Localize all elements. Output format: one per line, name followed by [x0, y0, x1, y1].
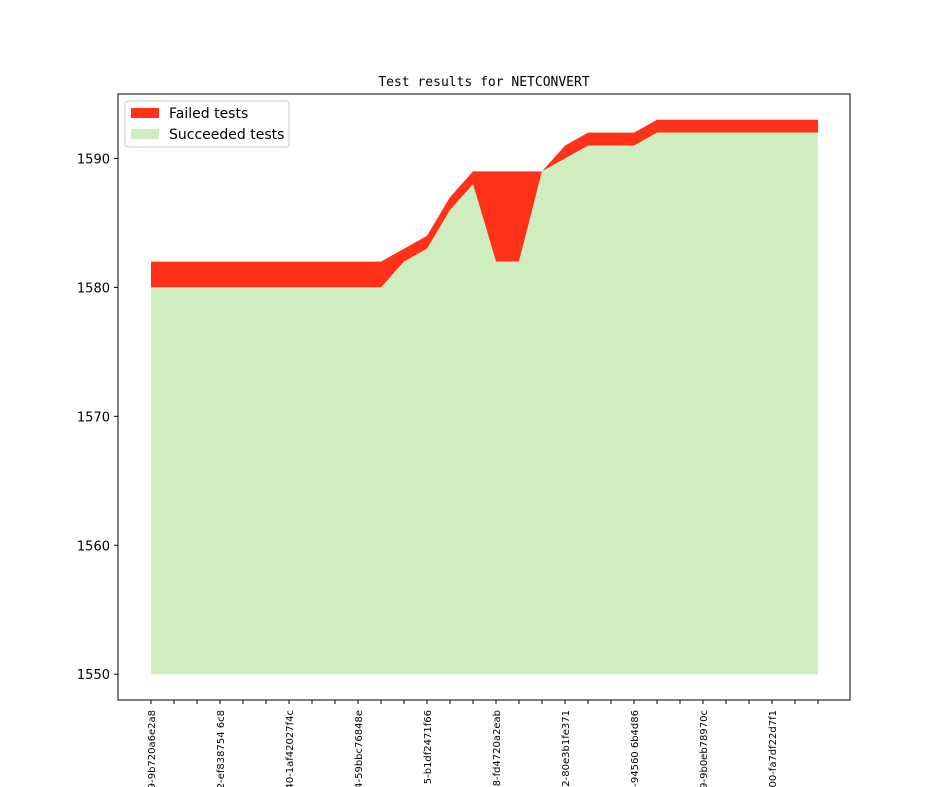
- x-tick-label: 3-94560 6b4d86: [630, 710, 641, 787]
- area-succeeded-tests: [151, 132, 818, 675]
- legend: Failed tests Succeeded tests: [124, 100, 290, 148]
- y-tick-label: 1550: [77, 668, 110, 683]
- x-tick-label: 5-b1df2471f66: [423, 710, 434, 784]
- x-tick-label: 2-80e3b1fe371: [561, 710, 572, 787]
- chart-title: Test results for NETCONVERT: [378, 75, 589, 90]
- y-axis: 1550 1560 1570 1580 1590: [77, 152, 118, 683]
- plot-areas: [151, 119, 818, 675]
- x-tick-label: 2-ef838754 6c8: [216, 710, 227, 787]
- x-tick-label: 4-59bbc76848e: [354, 710, 365, 787]
- x-tick-label: 8-fd4720a2eab: [492, 710, 503, 786]
- x-axis: 9-9b720a6e2a8 2-ef838754 6c8 40-1af42027f4…: [147, 700, 819, 787]
- y-tick-label: 1570: [77, 410, 110, 425]
- plot-frame: [117, 93, 851, 701]
- x-tick-label: 40-1af42027f4c: [285, 710, 296, 787]
- legend-label-succeeded: Succeeded tests: [169, 127, 284, 143]
- y-tick-label: 1590: [77, 152, 110, 167]
- y-tick-label: 1560: [77, 539, 110, 554]
- legend-box: [124, 100, 290, 148]
- area-failed-tests: [151, 119, 818, 288]
- legend-swatch-failed: [131, 108, 159, 118]
- y-tick-label: 1580: [77, 281, 110, 296]
- legend-swatch-succeeded: [131, 129, 159, 139]
- x-tick-label: 9-9b0eb78970c: [699, 710, 710, 787]
- x-tick-label: 00-fa7df22d7f1: [768, 710, 779, 787]
- legend-label-failed: Failed tests: [169, 106, 248, 122]
- x-tick-label: 9-9b720a6e2a8: [147, 710, 158, 787]
